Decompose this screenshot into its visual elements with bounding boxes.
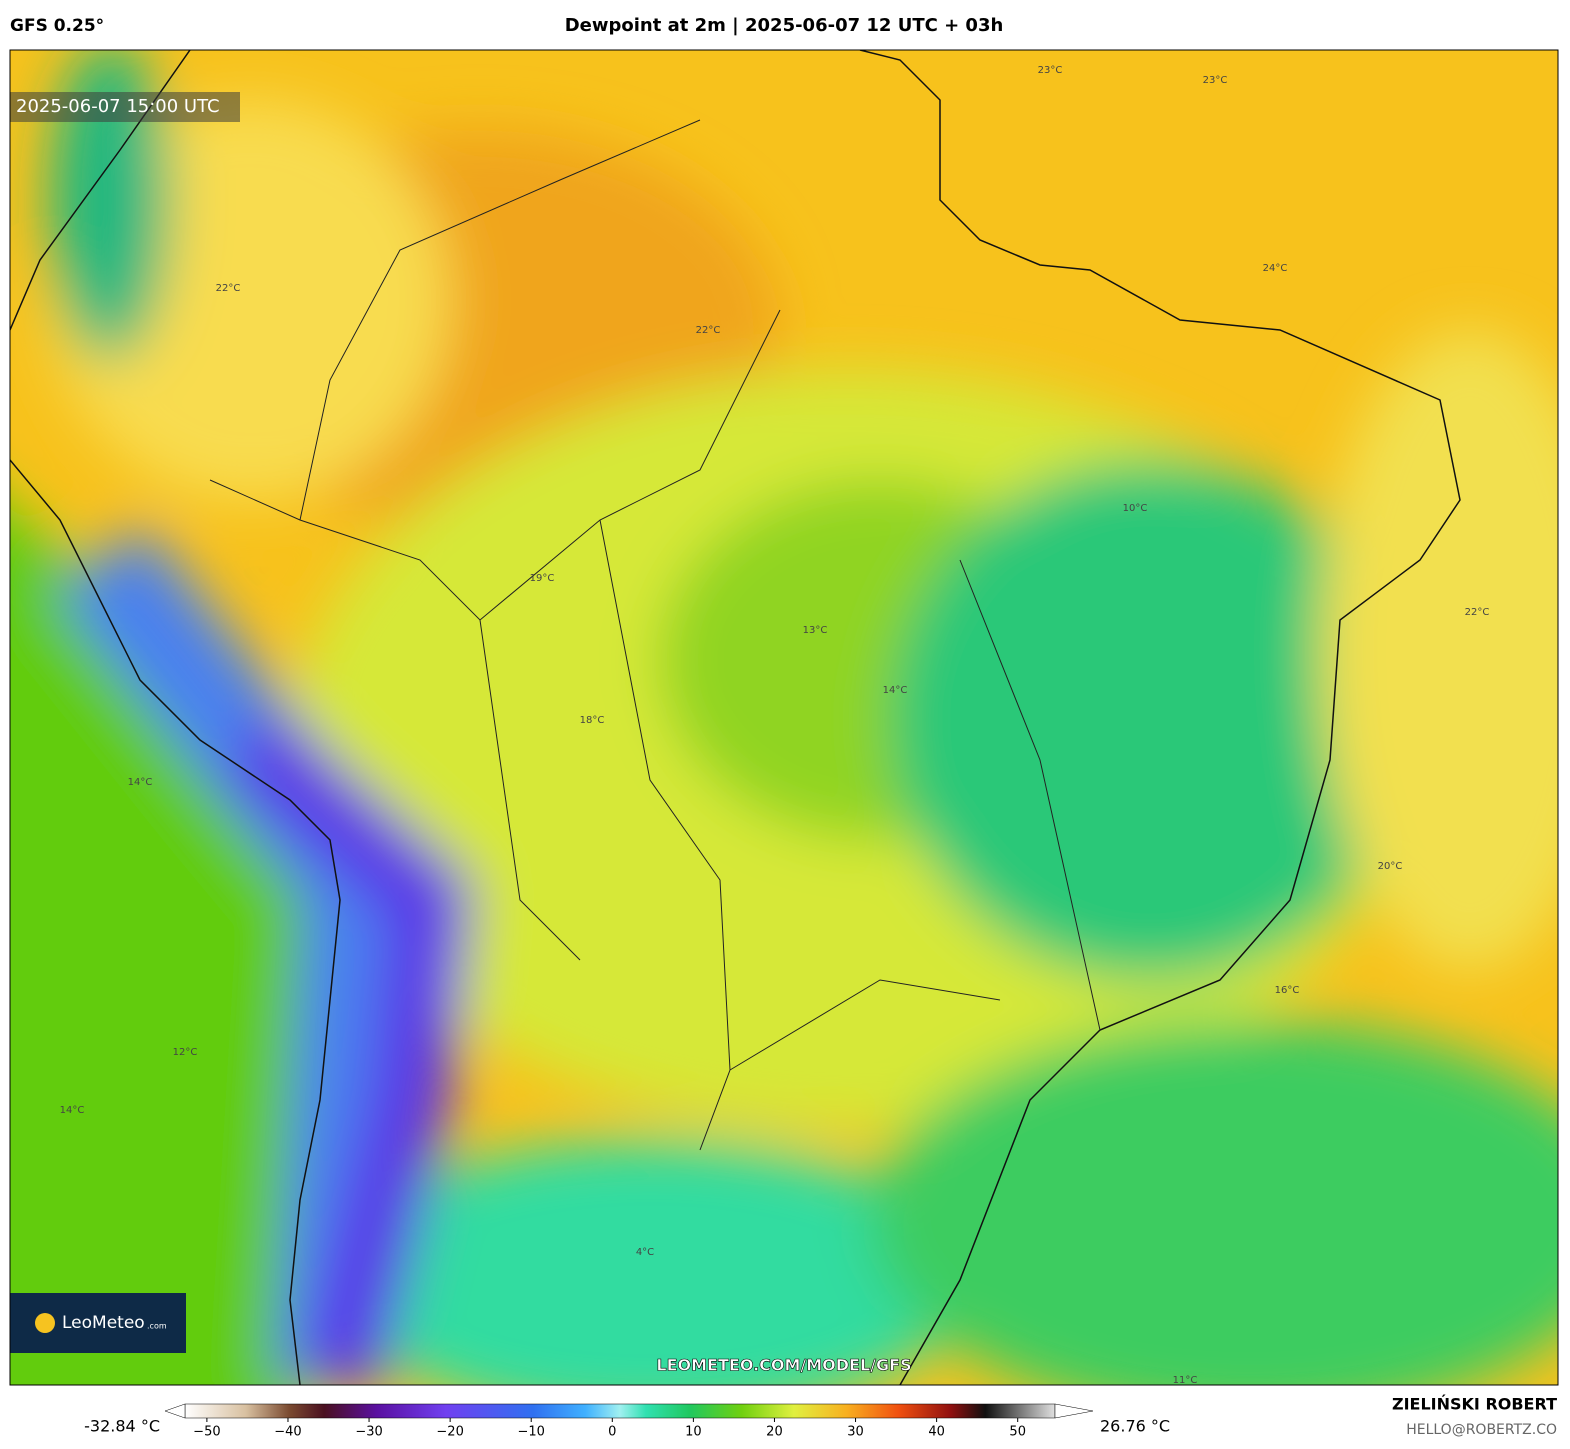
colorbar-max: 26.76 °C [1100, 1417, 1170, 1436]
contour-label: 10°C [1123, 503, 1148, 514]
contour-label: 19°C [530, 573, 555, 584]
colorbar-tick-label: 30 [847, 1425, 864, 1440]
contour-label: 22°C [216, 283, 241, 294]
email: HELLO@ROBERTZ.CO [1406, 1422, 1557, 1438]
contour-label: 24°C [1263, 263, 1288, 274]
map-area: 2025-06-07 15:00 UTC LeoMeteo .com LEOME… [10, 50, 1558, 1386]
contour-label: 12°C [173, 1047, 198, 1058]
colorbar-end [1054, 1403, 1094, 1419]
contour-label: 14°C [883, 685, 908, 696]
contour-label: 23°C [1038, 65, 1063, 76]
colorbar-tick-label: 20 [766, 1425, 783, 1440]
contour-label: 20°C [1378, 861, 1403, 872]
source-url: LEOMETEO.COM/MODEL/GFS [656, 1356, 911, 1375]
map-title: Dewpoint at 2m | 2025-06-07 12 UTC + 03h [565, 15, 1004, 36]
author: ZIELIŃSKI ROBERT [1392, 1395, 1557, 1414]
field-shading [10, 50, 1558, 1385]
valid-time: 2025-06-07 15:00 UTC [16, 96, 220, 117]
colorbar-tick-label: 10 [685, 1425, 702, 1440]
colorbar-end [164, 1403, 186, 1419]
colorbar-tick-label: −10 [517, 1425, 544, 1440]
colorbar-tick-label: 50 [1009, 1425, 1026, 1440]
contour-label: 22°C [696, 325, 721, 336]
contour-label: 14°C [128, 777, 153, 788]
colorbar: -32.84 °C 26.76 °C −50 −40 −30 −20 −10 0 10 20 3… [84, 1403, 1170, 1440]
logo-text: LeoMeteo [62, 1313, 145, 1333]
logo-suffix: .com [147, 1322, 167, 1331]
colorbar-tick-label: −30 [355, 1425, 382, 1440]
contour-label: 16°C [1275, 985, 1300, 996]
contour-label: 22°C [1465, 607, 1490, 618]
map-frame [9, 49, 1559, 1386]
model-label: GFS 0.25° [10, 16, 104, 36]
contour-label: 18°C [580, 715, 605, 726]
time-badge [10, 92, 240, 122]
borders [209, 119, 1101, 1151]
contour-label: 4°C [636, 1247, 654, 1258]
logo-sun [35, 1313, 55, 1333]
colorbar-tick-label: 0 [608, 1425, 616, 1440]
colorbar-tick-label: −50 [193, 1425, 220, 1440]
colorbar-tick-label: −40 [274, 1425, 301, 1440]
contour-labels: 23°C 23°C 24°C 22°C 22°C 13°C 14°C 10°C 12°C 14°C… [60, 65, 1490, 1386]
colorbar-tick-label: 40 [928, 1425, 945, 1440]
colorbar-min: -32.84 °C [84, 1417, 160, 1436]
contour-label: 11°C [1173, 1375, 1198, 1386]
colorbar-tick-label: −20 [436, 1425, 463, 1440]
colorbar-fill [184, 1403, 1056, 1419]
contour-label: 23°C [1203, 75, 1228, 86]
contour-label: 13°C [803, 625, 828, 636]
contour-label: 14°C [60, 1105, 85, 1116]
